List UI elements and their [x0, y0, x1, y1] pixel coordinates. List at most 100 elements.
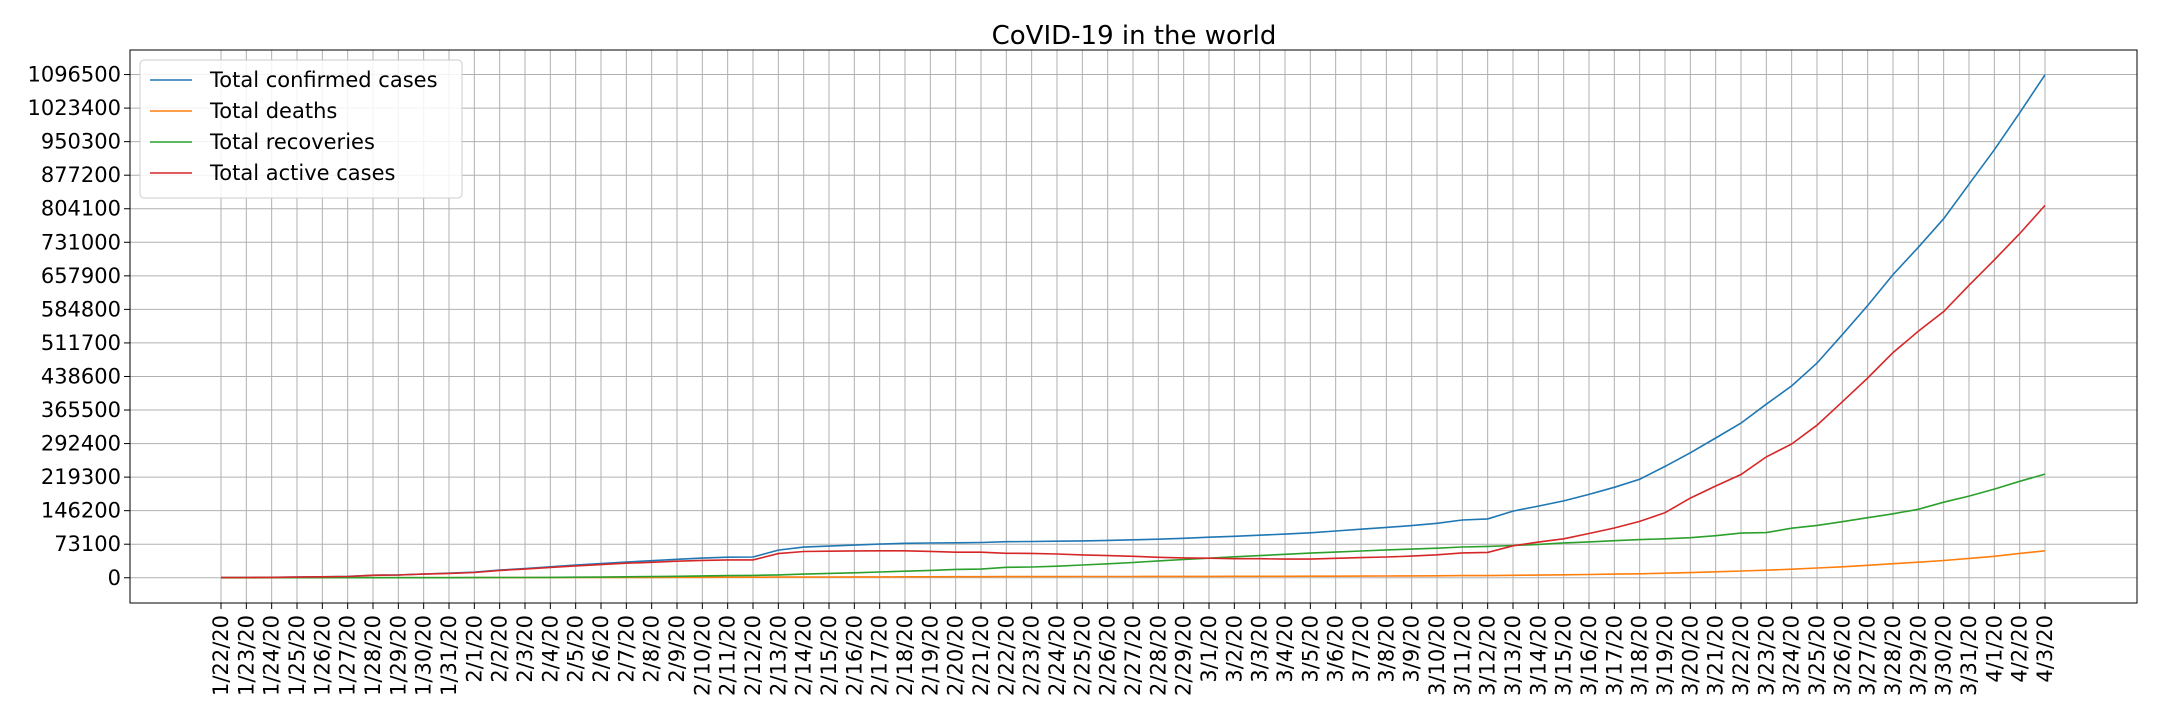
- x-tick-label: 2/7/20: [614, 615, 638, 683]
- x-tick-label: 2/10/20: [690, 615, 714, 696]
- x-tick-label: 1/27/20: [336, 615, 360, 696]
- y-tick-label: 877200: [41, 163, 121, 187]
- legend-label: Total deaths: [209, 99, 337, 123]
- legend-label: Total confirmed cases: [209, 68, 438, 92]
- x-tick-label: 2/16/20: [842, 615, 866, 696]
- x-tick-label: 2/28/20: [1146, 615, 1170, 696]
- series-line-2: [221, 473, 2046, 579]
- x-tick-label: 2/22/20: [994, 615, 1018, 696]
- x-tick-label: 1/24/20: [260, 615, 284, 696]
- legend-label: Total recoveries: [209, 130, 375, 154]
- series-lines: [221, 74, 2046, 579]
- x-tick-label: 2/18/20: [893, 615, 917, 696]
- x-tick-label: 3/18/20: [1628, 615, 1652, 696]
- x-tick-label: 2/11/20: [716, 615, 740, 696]
- y-axis-ticks: 0 73100 146200 219300 292400 365500 438600 5117…: [27, 63, 130, 590]
- x-tick-label: 2/14/20: [792, 615, 816, 696]
- x-tick-label: 1/29/20: [386, 615, 410, 696]
- x-tick-label: 2/3/20: [513, 615, 537, 683]
- x-tick-label: 3/2/20: [1222, 615, 1246, 683]
- x-tick-label: 3/19/20: [1653, 615, 1677, 696]
- x-tick-label: 3/21/20: [1704, 615, 1728, 696]
- x-tick-label: 3/5/20: [1298, 615, 1322, 683]
- y-tick-label: 657900: [41, 264, 121, 288]
- y-tick-label: 73100: [54, 532, 121, 556]
- x-tick-label: 3/31/20: [1957, 615, 1981, 696]
- x-tick-label: 1/31/20: [437, 615, 461, 696]
- x-tick-label: 3/10/20: [1425, 615, 1449, 696]
- x-tick-label: 3/7/20: [1349, 615, 1373, 683]
- x-tick-label: 4/1/20: [1982, 615, 2006, 683]
- x-tick-label: 1/28/20: [361, 615, 385, 696]
- x-tick-label: 4/3/20: [2033, 615, 2057, 683]
- legend-label: Total active cases: [209, 161, 395, 185]
- x-tick-label: 3/29/20: [1906, 615, 1930, 696]
- x-tick-label: 3/17/20: [1602, 615, 1626, 696]
- x-tick-label: 3/11/20: [1450, 615, 1474, 696]
- y-tick-label: 731000: [41, 230, 121, 254]
- x-tick-label: 1/30/20: [412, 615, 436, 696]
- x-tick-label: 3/8/20: [1374, 615, 1398, 683]
- x-tick-label: 3/9/20: [1400, 615, 1424, 683]
- x-tick-label: 1/25/20: [285, 615, 309, 696]
- legend-box: [139, 59, 463, 199]
- x-tick-label: 2/26/20: [1096, 615, 1120, 696]
- x-tick-label: 3/14/20: [1526, 615, 1550, 696]
- x-tick-label: 3/27/20: [1856, 615, 1880, 696]
- x-tick-label: 4/2/20: [2008, 615, 2032, 683]
- y-tick-label: 219300: [41, 465, 121, 489]
- x-tick-label: 3/1/20: [1197, 615, 1221, 683]
- x-tick-label: 3/23/20: [1754, 615, 1778, 696]
- x-tick-label: 2/17/20: [868, 615, 892, 696]
- x-tick-label: 2/4/20: [538, 615, 562, 683]
- x-tick-label: 2/20/20: [944, 615, 968, 696]
- x-tick-label: 2/1/20: [462, 615, 486, 683]
- chart-title: CoVID-19 in the world: [992, 21, 1277, 51]
- y-tick-label: 0: [108, 566, 121, 590]
- x-tick-label: 3/26/20: [1830, 615, 1854, 696]
- x-tick-label: 3/24/20: [1780, 615, 1804, 696]
- series-line-3: [221, 204, 2046, 579]
- x-tick-label: 2/12/20: [741, 615, 765, 696]
- x-tick-label: 2/15/20: [817, 615, 841, 696]
- x-tick-label: 1/23/20: [234, 615, 258, 696]
- x-tick-label: 3/16/20: [1577, 615, 1601, 696]
- x-tick-label: 3/30/20: [1932, 615, 1956, 696]
- x-tick-label: 3/12/20: [1476, 615, 1500, 696]
- x-tick-label: 3/25/20: [1805, 615, 1829, 696]
- legend: Total confirmed cases Total deaths Total r…: [139, 59, 463, 199]
- y-tick-label: 584800: [41, 297, 121, 321]
- x-tick-label: 3/20/20: [1678, 615, 1702, 696]
- x-tick-label: 3/6/20: [1324, 615, 1348, 683]
- x-tick-label: 3/4/20: [1273, 615, 1297, 683]
- y-tick-label: 1023400: [27, 96, 121, 120]
- y-tick-label: 1096500: [27, 63, 121, 87]
- x-tick-label: 2/8/20: [640, 615, 664, 683]
- y-tick-label: 438600: [41, 364, 121, 388]
- x-tick-label: 3/13/20: [1501, 615, 1525, 696]
- x-tick-label: 2/9/20: [665, 615, 689, 683]
- x-tick-label: 3/22/20: [1729, 615, 1753, 696]
- x-tick-label: 2/5/20: [564, 615, 588, 683]
- y-tick-label: 804100: [41, 197, 121, 221]
- x-tick-label: 3/3/20: [1248, 615, 1272, 683]
- x-tick-label: 2/6/20: [589, 615, 613, 683]
- x-tick-label: 2/27/20: [1121, 615, 1145, 696]
- x-tick-label: 2/19/20: [918, 615, 942, 696]
- y-tick-label: 292400: [41, 432, 121, 456]
- y-tick-label: 146200: [41, 499, 121, 523]
- y-tick-label: 950300: [41, 130, 121, 154]
- x-tick-label: 2/2/20: [488, 615, 512, 683]
- x-tick-label: 2/24/20: [1045, 615, 1069, 696]
- x-tick-label: 2/29/20: [1172, 615, 1196, 696]
- x-axis-ticks: 1/22/20 1/23/20 1/24/20 1/25/20 1/26/20 1/27/…: [209, 603, 2057, 696]
- y-tick-label: 365500: [41, 398, 121, 422]
- x-tick-label: 2/25/20: [1070, 615, 1094, 696]
- x-tick-label: 3/28/20: [1881, 615, 1905, 696]
- x-tick-label: 3/15/20: [1552, 615, 1576, 696]
- x-tick-label: 2/23/20: [1020, 615, 1044, 696]
- y-tick-label: 511700: [41, 331, 121, 355]
- x-tick-label: 2/21/20: [969, 615, 993, 696]
- x-tick-label: 1/22/20: [209, 615, 233, 696]
